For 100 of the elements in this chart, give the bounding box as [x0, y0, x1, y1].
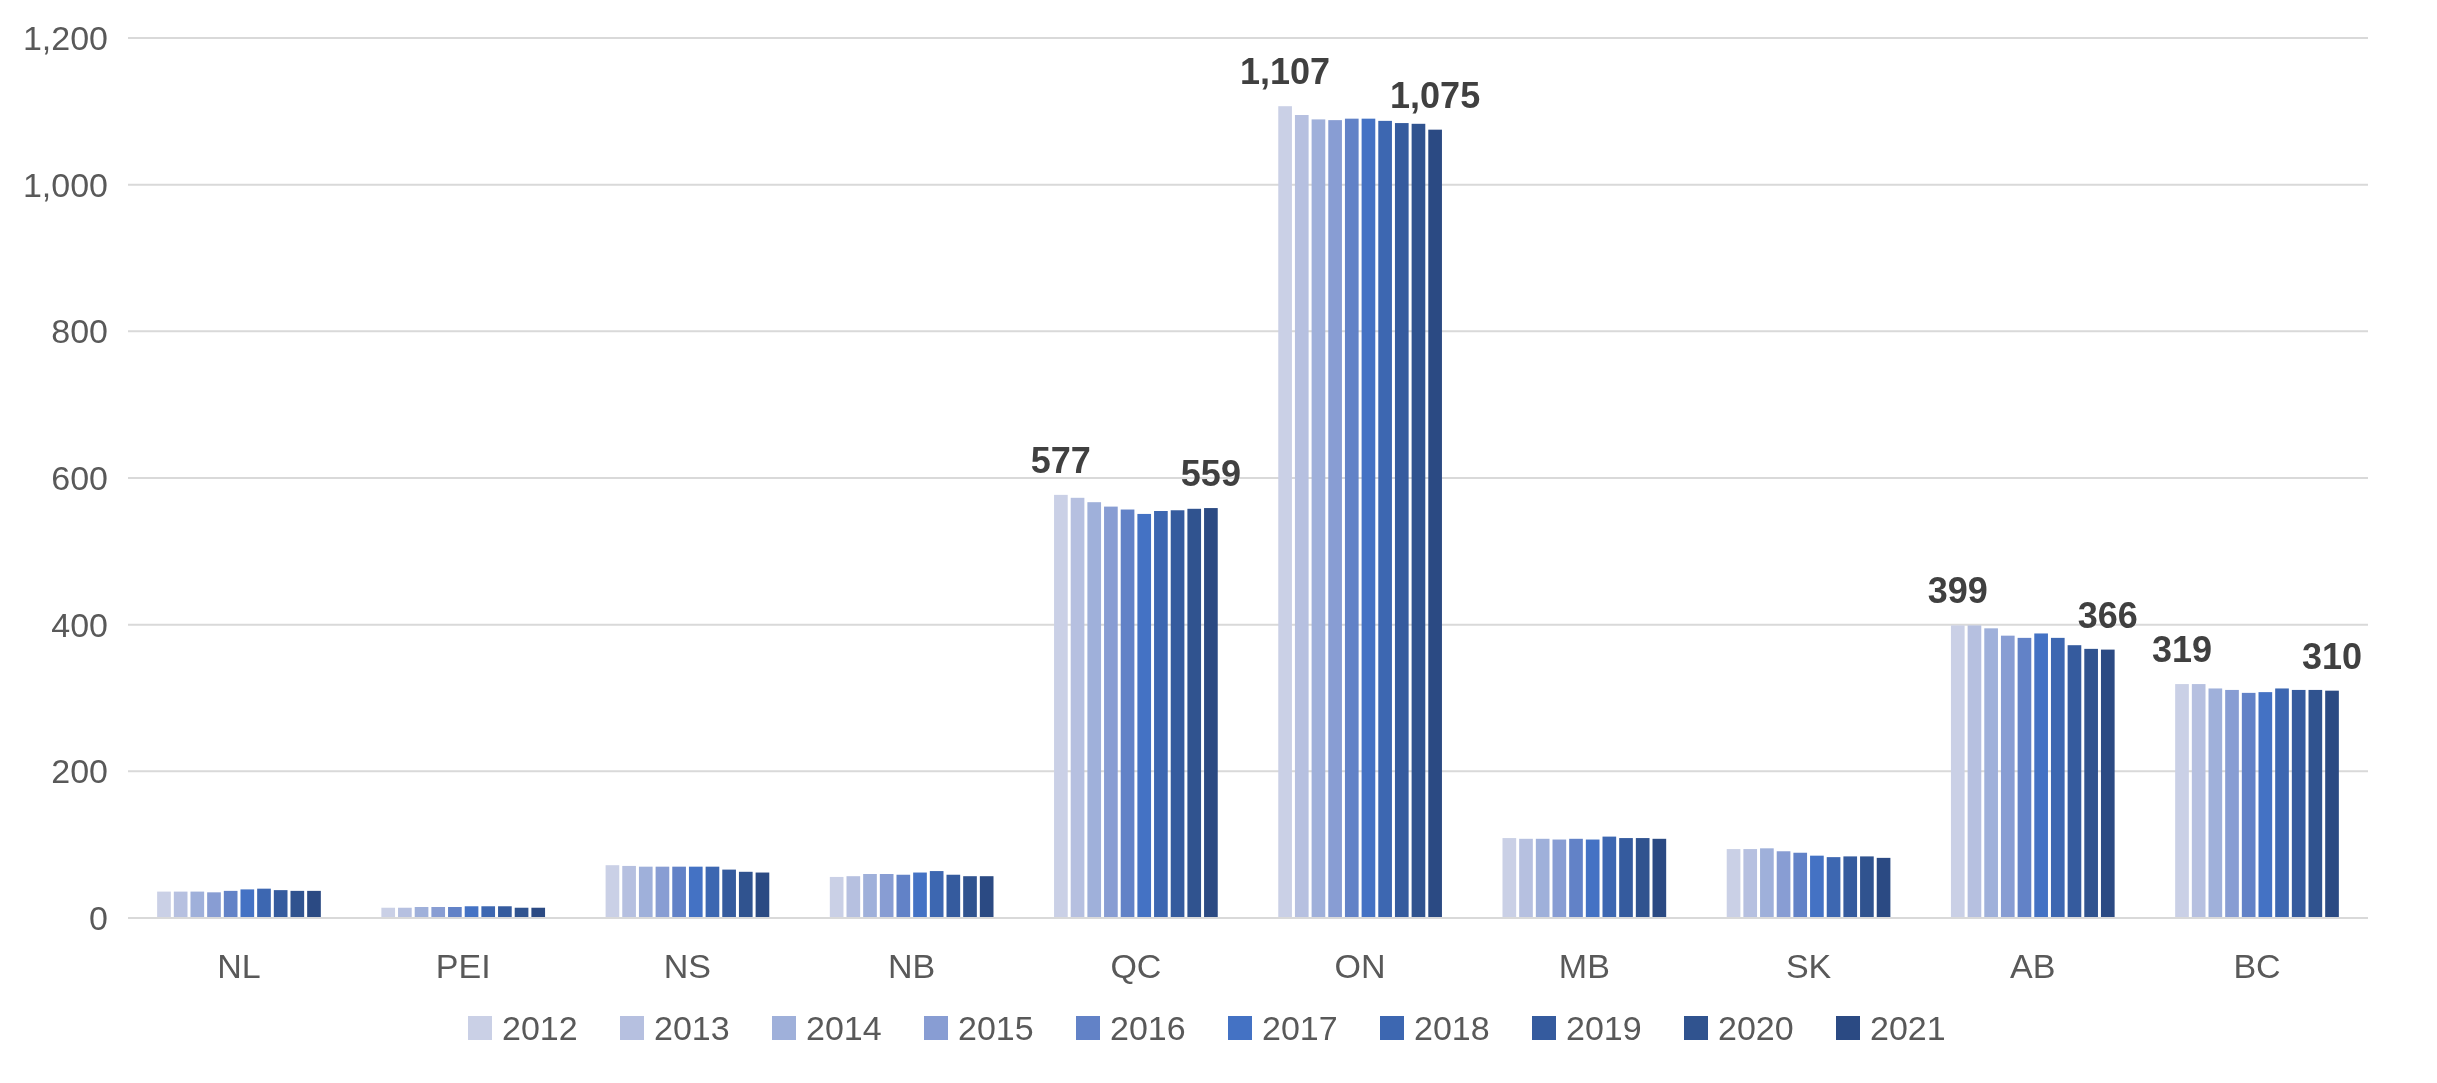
bar [2325, 690, 2339, 918]
bar [688, 866, 703, 918]
bar [829, 876, 844, 918]
data-label: 1,107 [1240, 51, 1331, 93]
bar [173, 891, 188, 918]
bar [1569, 838, 1583, 918]
data-label: 310 [2301, 635, 2363, 677]
bar [531, 907, 546, 918]
bar [1411, 123, 1426, 918]
bar [1726, 849, 1741, 918]
bar [1967, 625, 1982, 918]
bar [896, 874, 911, 918]
bar [1984, 628, 1998, 918]
bar [1535, 838, 1550, 918]
x-tick-label: NL [217, 947, 261, 985]
x-tick-label: PEI [435, 947, 491, 985]
bar [1054, 494, 1068, 918]
bar [307, 890, 321, 918]
bar [1154, 511, 1168, 918]
bar [605, 865, 620, 918]
bar [2100, 649, 2115, 918]
bar [1876, 857, 1891, 918]
bar [2291, 689, 2306, 918]
y-tick-label: 600 [51, 458, 108, 497]
bar [240, 889, 255, 918]
bar [431, 907, 446, 918]
bar [398, 907, 412, 918]
data-label: 366 [2077, 594, 2138, 636]
bar [2067, 645, 2082, 918]
bar [2084, 648, 2098, 918]
bar [1087, 502, 1102, 918]
bar [722, 869, 736, 918]
bar [1311, 119, 1326, 918]
bar [273, 890, 288, 918]
y-tick-label: 1,200 [22, 18, 108, 57]
bar [2000, 635, 2015, 918]
bar [1502, 838, 1517, 918]
bar [1187, 508, 1202, 918]
bar [1793, 852, 1808, 918]
bar [223, 890, 238, 918]
bar [2208, 688, 2223, 918]
bar [2191, 684, 2206, 918]
y-tick-label: 400 [51, 605, 108, 644]
bar [1120, 509, 1135, 918]
bar [498, 906, 512, 918]
bar [913, 872, 927, 918]
x-tick-label: SK [1785, 947, 1832, 985]
bar [1743, 849, 1758, 918]
data-label: 399 [1927, 570, 1988, 612]
x-tick-label: AB [2010, 947, 2056, 985]
bar [1552, 839, 1567, 918]
bar [1826, 857, 1841, 918]
bar [979, 876, 994, 918]
bar [2017, 637, 2032, 918]
bar [481, 906, 496, 918]
bar [2034, 633, 2048, 918]
legend-label: 2019 [1566, 1008, 1642, 1047]
bar [963, 876, 977, 918]
data-label: 1,075 [1390, 74, 1481, 116]
x-tick-label: MB [1558, 947, 1610, 985]
x-tick-label: NS [663, 947, 712, 985]
legend-label: 2014 [806, 1008, 882, 1047]
bar [2258, 692, 2273, 918]
bar [1843, 856, 1858, 918]
bar [738, 871, 753, 918]
bar [1204, 508, 1218, 918]
y-tick-label: 0 [89, 898, 108, 937]
bar [1652, 838, 1667, 918]
bar [946, 874, 961, 918]
bar [1378, 120, 1392, 918]
bar [1361, 118, 1376, 918]
bar [2308, 689, 2323, 918]
legend-label: 2018 [1414, 1008, 1490, 1047]
bar [846, 876, 861, 918]
bar [157, 891, 171, 918]
x-tick-label: QC [1110, 947, 1162, 985]
bar [1760, 848, 1774, 918]
bar [672, 866, 686, 918]
bar [1950, 625, 1965, 918]
bar [207, 892, 221, 918]
bar [1170, 510, 1185, 918]
bar [1810, 855, 1824, 918]
bar [1635, 838, 1650, 918]
data-label: 559 [1180, 453, 1241, 495]
bar [1519, 838, 1533, 918]
bar [638, 866, 653, 918]
bar [1585, 839, 1600, 918]
bar [290, 890, 305, 918]
bar [1344, 118, 1359, 918]
x-tick-label: NB [888, 947, 936, 985]
bar [1294, 115, 1309, 918]
bar [622, 865, 636, 918]
bar [1394, 123, 1409, 918]
x-tick-label: BC [2233, 947, 2281, 985]
legend-label: 2021 [1870, 1008, 1946, 1047]
x-tick-label: ON [1334, 947, 1386, 985]
legend-label: 2020 [1718, 1008, 1794, 1047]
legend-label: 2012 [502, 1008, 578, 1047]
bar [879, 874, 894, 918]
y-tick-label: 1,000 [22, 165, 108, 204]
